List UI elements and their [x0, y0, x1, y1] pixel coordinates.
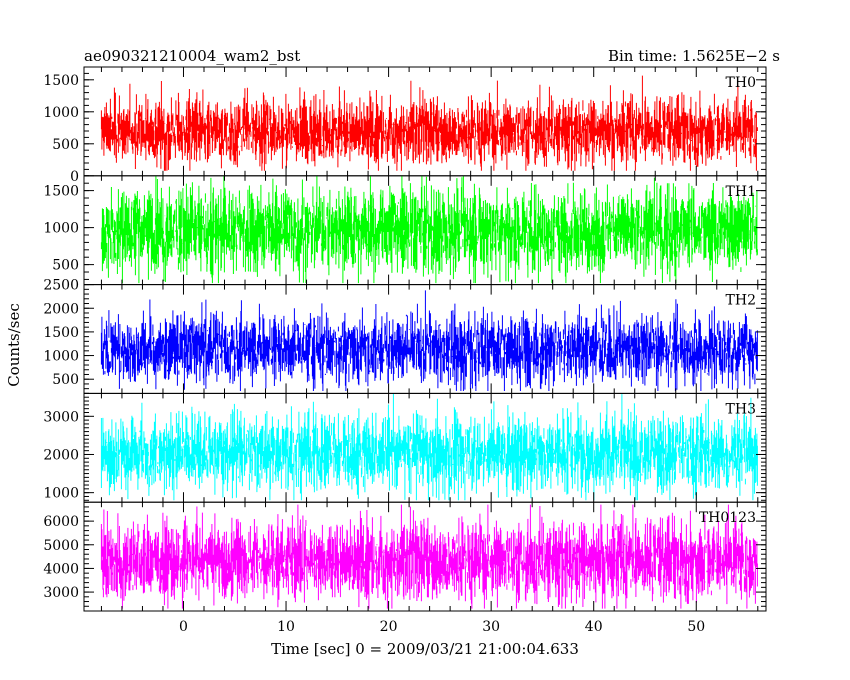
x-tick-label: 40: [585, 619, 603, 635]
series-line-th0123: [100, 504, 758, 609]
y-tick-label: 1000: [43, 105, 79, 121]
y-tick-label: 5000: [43, 538, 79, 554]
panel-label-th0123: TH0123: [699, 510, 756, 526]
y-tick-label: 2000: [43, 447, 79, 463]
panel-label-th0: TH0: [726, 75, 756, 91]
series-line-th2: [100, 290, 758, 391]
x-axis-tick-labels: 0 10 20 30 40 50: [179, 619, 705, 635]
y-tick-label: 2000: [43, 301, 79, 317]
panel-th1: 500 1000 1500 TH1: [43, 175, 767, 286]
panel-th3: 1000 2000 3000 TH3: [43, 392, 767, 503]
series-line-th1: [100, 175, 758, 284]
y-tick-label: 500: [52, 258, 79, 274]
y-tick-label: 6000: [43, 514, 79, 530]
y-tick-label: 1500: [43, 325, 79, 341]
panel-label-th2: TH2: [726, 293, 756, 309]
y-tick-label: 1000: [43, 486, 79, 502]
y-tick-label: 1000: [43, 221, 79, 237]
x-tick-label: 50: [687, 619, 705, 635]
x-tick-label: 30: [482, 619, 500, 635]
x-axis-label: Time [sec] 0 = 2009/03/21 21:00:04.633: [271, 640, 579, 658]
panel-label-th1: TH1: [726, 184, 756, 200]
y-tick-label: 0: [70, 169, 79, 185]
y-tick-label: 2500: [43, 278, 79, 294]
panel-th0: 0 500 1000 1500 TH0: [43, 66, 767, 185]
chart-title: ae090321210004_wam2_bst: [84, 47, 300, 65]
y-tick-label: 3000: [43, 409, 79, 425]
y-tick-label: 1500: [43, 73, 79, 89]
y-tick-label: 4000: [43, 561, 79, 577]
series-line-th0: [100, 75, 758, 171]
panel-th0123: 3000 4000 5000 6000 TH0123: [43, 501, 767, 612]
bin-time-label: Bin time: 1.5625E−2 s: [608, 47, 780, 65]
x-tick-label: 10: [277, 619, 295, 635]
y-tick-label: 3000: [43, 585, 79, 601]
x-tick-label: 20: [380, 619, 398, 635]
y-tick-label: 500: [52, 372, 79, 388]
panel-th2: 500 1000 1500 2000 2500 TH2: [43, 278, 767, 394]
panels-group: 0 500 1000 1500 TH0 500 1000 1500 TH1 500 1000 1500…: [43, 66, 767, 612]
series-line-th3: [100, 394, 758, 501]
panel-label-th3: TH3: [726, 401, 756, 417]
y-axis-label: Counts/sec: [5, 303, 23, 387]
y-tick-label: 500: [52, 137, 79, 153]
y-tick-label: 1500: [43, 184, 79, 200]
y-tick-label: 1000: [43, 349, 79, 365]
panel-frame: [83, 501, 767, 612]
x-tick-label: 0: [179, 619, 188, 635]
